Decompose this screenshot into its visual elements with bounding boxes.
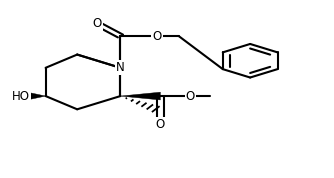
Polygon shape xyxy=(29,93,46,100)
Text: O: O xyxy=(156,118,165,131)
Text: N: N xyxy=(116,61,125,74)
Text: HO: HO xyxy=(12,90,30,103)
Polygon shape xyxy=(121,92,160,100)
Text: O: O xyxy=(152,30,162,43)
Text: O: O xyxy=(186,90,195,103)
Text: O: O xyxy=(93,17,102,30)
